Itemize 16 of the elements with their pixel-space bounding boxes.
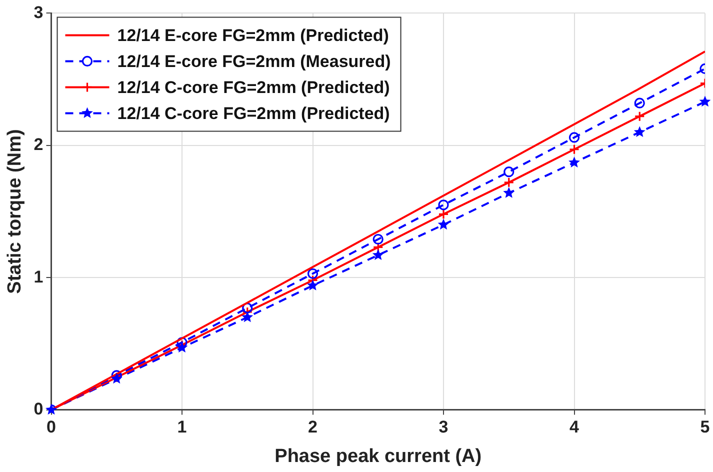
x-tick-label: 3: [438, 418, 448, 437]
x-tick-label: 0: [46, 418, 56, 437]
legend-label: 12/14 C-core FG=2mm (Predicted): [117, 78, 390, 97]
y-tick-label: 2: [34, 135, 44, 154]
x-axis-title: Phase peak current (A): [274, 446, 482, 467]
y-tick-label: 0: [34, 399, 44, 418]
y-axis-title: Static torque (Nm): [4, 129, 26, 294]
legend-label: 12/14 E-core FG=2mm (Predicted): [117, 26, 389, 45]
legend-label: 12/14 C-core FG=2mm (Predicted): [117, 104, 390, 123]
legend-label: 12/14 E-core FG=2mm (Measured): [117, 52, 391, 71]
x-tick-label: 1: [177, 418, 187, 437]
x-tick-label: 2: [308, 418, 318, 437]
y-tick-label: 1: [34, 267, 44, 286]
y-tick-label: 3: [34, 2, 44, 22]
x-tick-label: 5: [700, 418, 710, 437]
x-tick-label: 4: [570, 418, 580, 437]
